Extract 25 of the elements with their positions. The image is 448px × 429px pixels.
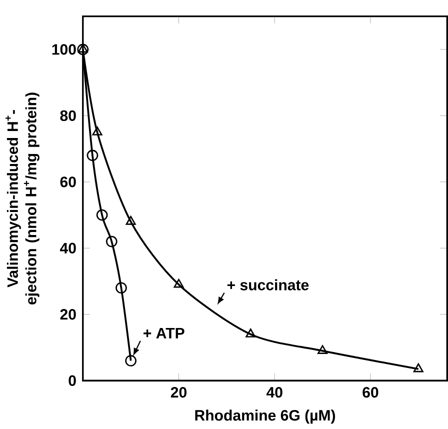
- y-tick-label: 80: [60, 110, 76, 121]
- point: [92, 126, 102, 136]
- y-tick-label: 60: [60, 176, 76, 188]
- x-tick-label: 60: [362, 386, 378, 398]
- point: [77, 44, 89, 56]
- point: [125, 354, 136, 366]
- point: [174, 278, 184, 288]
- x-tick-label: 40: [266, 386, 282, 398]
- point: [96, 209, 108, 221]
- point: [78, 44, 88, 53]
- point: [116, 282, 127, 294]
- x-axis-title: Rhodamine 6G (µM): [195, 410, 336, 424]
- series-label: + ATP: [144, 328, 184, 338]
- y-tick-label: 100: [52, 44, 76, 55]
- point: [246, 328, 256, 338]
- x-tick-label: 20: [170, 386, 187, 398]
- point: [318, 345, 328, 354]
- y-tick-label: 40: [60, 242, 76, 254]
- y-tick-label: 0: [68, 375, 76, 386]
- point: [106, 236, 118, 248]
- point: [413, 363, 424, 372]
- point: [86, 150, 98, 161]
- series-label: + succinate: [227, 279, 309, 290]
- point: [126, 216, 136, 225]
- y-tick-label: 20: [60, 308, 76, 320]
